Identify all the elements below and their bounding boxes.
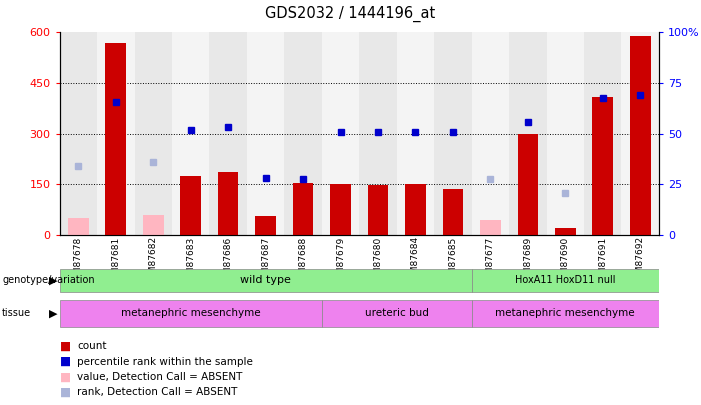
Bar	[630, 36, 651, 235]
Bar	[555, 228, 576, 235]
Bar	[434, 32, 472, 235]
Bar	[180, 176, 201, 235]
Text: ■: ■	[60, 371, 71, 384]
Text: wild type: wild type	[240, 275, 291, 286]
Text: count: count	[77, 341, 107, 351]
Bar	[68, 218, 88, 235]
Text: ■: ■	[60, 355, 71, 368]
Bar	[285, 32, 322, 235]
Bar	[60, 269, 472, 292]
Text: metanephric mesenchyme: metanephric mesenchyme	[496, 309, 635, 318]
Bar	[472, 301, 659, 326]
Bar	[509, 32, 547, 235]
Text: ▶: ▶	[49, 275, 57, 286]
Text: value, Detection Call = ABSENT: value, Detection Call = ABSENT	[77, 372, 243, 382]
Text: tissue: tissue	[2, 309, 32, 318]
Text: percentile rank within the sample: percentile rank within the sample	[77, 357, 253, 367]
Bar	[255, 216, 276, 235]
Text: metanephric mesenchyme: metanephric mesenchyme	[121, 309, 261, 318]
Bar	[247, 32, 285, 235]
Text: ■: ■	[60, 340, 71, 353]
Bar	[405, 184, 426, 235]
Text: rank, Detection Call = ABSENT: rank, Detection Call = ABSENT	[77, 388, 238, 397]
Bar	[143, 215, 163, 235]
Bar	[547, 32, 584, 235]
Bar	[218, 173, 238, 235]
Bar	[97, 32, 135, 235]
Bar	[397, 32, 434, 235]
Bar	[517, 134, 538, 235]
Bar	[442, 190, 463, 235]
Bar	[368, 185, 388, 235]
Bar	[172, 32, 210, 235]
Bar	[135, 32, 172, 235]
Bar	[210, 32, 247, 235]
Bar	[60, 301, 322, 326]
Bar	[359, 32, 397, 235]
Bar	[472, 32, 509, 235]
Bar	[622, 32, 659, 235]
Bar	[105, 43, 126, 235]
Text: ▶: ▶	[49, 309, 57, 318]
Bar	[592, 96, 613, 235]
Text: ■: ■	[60, 386, 71, 399]
Bar	[472, 269, 659, 292]
Bar	[584, 32, 622, 235]
Bar	[293, 183, 313, 235]
Bar	[322, 301, 472, 326]
Bar	[322, 32, 359, 235]
Text: GDS2032 / 1444196_at: GDS2032 / 1444196_at	[266, 6, 435, 22]
Text: ureteric bud: ureteric bud	[365, 309, 428, 318]
Bar	[330, 184, 350, 235]
Bar	[60, 32, 97, 235]
Bar	[480, 220, 501, 235]
Text: HoxA11 HoxD11 null: HoxA11 HoxD11 null	[515, 275, 615, 286]
Text: genotype/variation: genotype/variation	[2, 275, 95, 286]
